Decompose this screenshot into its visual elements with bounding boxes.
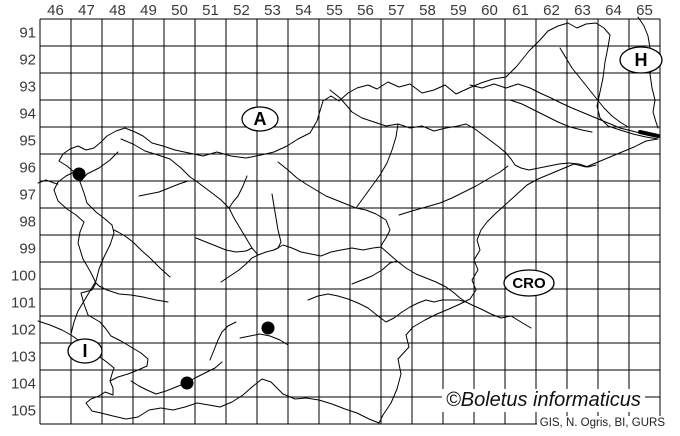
row-axis-label: 103 <box>11 349 36 366</box>
row-axis-label: 95 <box>19 133 36 150</box>
map-path-mirna <box>351 260 398 285</box>
col-axis-label: 60 <box>481 2 498 19</box>
map-path-paka <box>355 123 399 209</box>
map-path-mura_exit <box>638 130 660 138</box>
row-axis-label: 92 <box>19 52 36 69</box>
col-axis-label: 56 <box>357 2 374 19</box>
col-axis-label: 46 <box>47 2 64 19</box>
map-path-idrijca <box>113 229 171 278</box>
col-axis-label: 63 <box>574 2 591 19</box>
map-path-mura <box>469 83 657 137</box>
col-axis-label: 50 <box>171 2 188 19</box>
map-path-italy_stub <box>37 179 59 185</box>
map-path-kamniska_bistrica <box>271 193 282 251</box>
map-path-drava <box>329 89 597 171</box>
map-path-vipava <box>95 282 169 303</box>
col-axis-label: 62 <box>543 2 560 19</box>
country-label: H <box>635 50 648 70</box>
row-axis-label: 101 <box>11 295 36 312</box>
map-path-sava_bohinjka <box>138 180 197 197</box>
country-ellipse <box>67 338 103 364</box>
col-axis-label: 51 <box>202 2 219 19</box>
col-axis-label: 59 <box>450 2 467 19</box>
col-axis-label: 48 <box>109 2 126 19</box>
col-axis-label: 49 <box>140 2 157 19</box>
country-label: A <box>254 109 267 129</box>
map-path-scavnica <box>509 99 593 133</box>
map-path-reka <box>130 361 223 395</box>
map-path-sora <box>195 237 253 253</box>
col-axis-label: 61 <box>512 2 529 19</box>
map-path-kerka <box>637 16 659 129</box>
country-label: CRO <box>512 275 546 292</box>
row-axis-label: 99 <box>19 241 36 258</box>
col-axis-label: 54 <box>295 2 312 19</box>
row-axis-label: 98 <box>19 214 36 231</box>
map-path-kokra <box>228 175 248 209</box>
col-axis-label: 64 <box>605 2 622 19</box>
copyright-text: ©Boletus informaticus <box>442 389 645 412</box>
map-path-savinja <box>277 161 391 248</box>
source-attribution-text: GIS, N. Ogris, BI, GURS <box>536 416 668 431</box>
map-path-pivka <box>209 321 237 361</box>
map-path-soca <box>70 151 119 335</box>
col-axis-label: 47 <box>78 2 95 19</box>
col-axis-label: 65 <box>636 2 653 19</box>
map-path-ledava <box>559 47 629 128</box>
col-axis-label: 55 <box>326 2 343 19</box>
col-axis-label: 58 <box>419 2 436 19</box>
row-axis-label: 91 <box>19 25 36 42</box>
col-axis-label: 52 <box>233 2 250 19</box>
col-axis-label: 53 <box>264 2 281 19</box>
row-axis-label: 105 <box>11 403 36 420</box>
map-path-dravinja <box>398 165 509 216</box>
map-path-cerkniscica <box>239 333 289 346</box>
row-axis-label: 97 <box>19 187 36 204</box>
country-ellipse <box>619 46 663 74</box>
record-dot <box>72 167 86 181</box>
row-axis-label: 104 <box>11 376 36 393</box>
record-dot <box>180 376 194 390</box>
row-axis-label: 94 <box>19 106 36 123</box>
country-ellipse <box>241 106 279 132</box>
map-path-krka <box>307 293 467 323</box>
country-ellipse <box>503 269 555 297</box>
row-axis-label: 102 <box>11 322 36 339</box>
map-path-sava <box>120 138 532 329</box>
map-path-border <box>53 22 659 424</box>
country-label: I <box>82 341 87 361</box>
record-dot <box>261 321 275 335</box>
map-path-ljubljanica <box>220 254 259 283</box>
row-axis-label: 100 <box>11 268 36 285</box>
col-axis-label: 57 <box>388 2 405 19</box>
row-axis-label: 93 <box>19 79 36 96</box>
row-axis-label: 96 <box>19 160 36 177</box>
